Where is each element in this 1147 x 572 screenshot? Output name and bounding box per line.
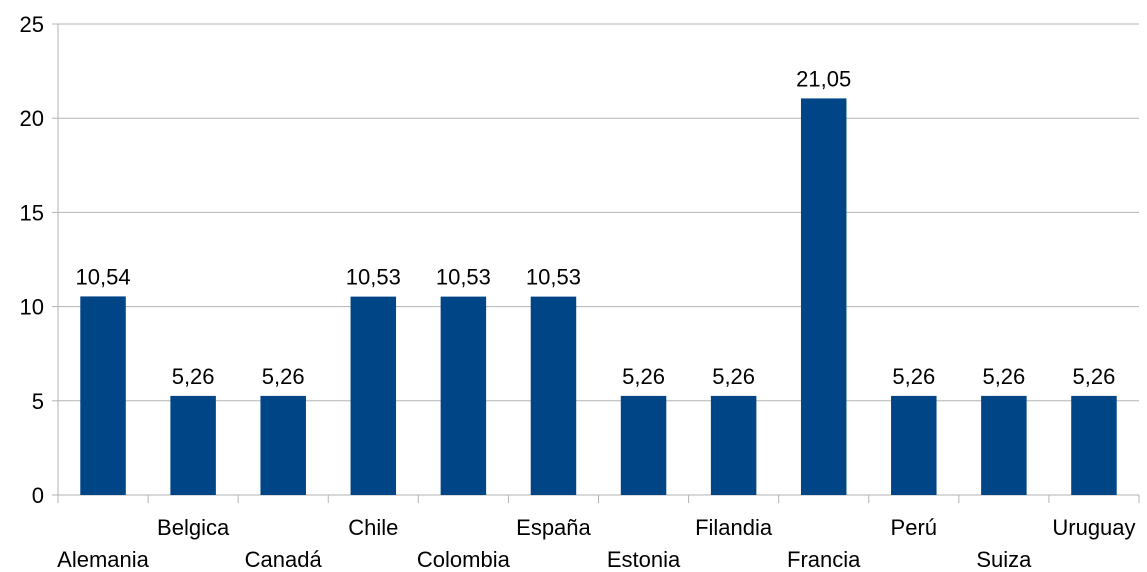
axes bbox=[52, 23, 1140, 503]
data-label: 10,53 bbox=[436, 265, 491, 290]
bar bbox=[80, 296, 126, 495]
x-category-label: Suiza bbox=[976, 547, 1032, 572]
x-axis-category-labels: Alemania Belgica Canadá Chile ColombiaEspaña… bbox=[57, 515, 1135, 572]
bar bbox=[1071, 395, 1117, 495]
x-category-label: Francia bbox=[787, 547, 861, 572]
bars bbox=[80, 98, 1117, 495]
bar bbox=[260, 395, 306, 495]
x-category-label: Estonia bbox=[607, 547, 681, 572]
y-tick-label: 20 bbox=[20, 106, 44, 131]
x-category-label: Chile bbox=[348, 515, 398, 540]
gridlines bbox=[58, 23, 1139, 402]
data-label: 10,53 bbox=[346, 265, 401, 290]
x-category-label: Alemania bbox=[57, 547, 149, 572]
y-axis-tick-labels: 0 5 10 15 20 25 bbox=[20, 12, 44, 508]
data-label: 5,26 bbox=[712, 364, 755, 389]
x-category-label: Colombia bbox=[417, 547, 511, 572]
x-category-label: Belgica bbox=[157, 515, 230, 540]
data-label: 5,26 bbox=[622, 364, 665, 389]
bar bbox=[710, 395, 757, 495]
data-label: 5,26 bbox=[892, 364, 935, 389]
bar bbox=[440, 296, 487, 495]
bar bbox=[620, 395, 667, 495]
data-labels: 10,54 5,26 5,26 10,53 10,53 10,53 5,26 5,26 21,0… bbox=[76, 66, 1116, 388]
bar bbox=[170, 395, 216, 495]
y-tick-label: 10 bbox=[20, 295, 44, 320]
bar bbox=[981, 395, 1027, 495]
bar bbox=[800, 98, 847, 495]
data-label: 21,05 bbox=[796, 66, 851, 91]
bar bbox=[350, 296, 397, 495]
data-label: 5,26 bbox=[172, 364, 215, 389]
y-tick-label: 0 bbox=[32, 483, 44, 508]
x-category-label: Perú bbox=[891, 515, 937, 540]
y-tick-label: 15 bbox=[20, 200, 44, 225]
y-tick-label: 5 bbox=[32, 389, 44, 414]
bar bbox=[891, 395, 937, 495]
data-label: 5,26 bbox=[982, 364, 1025, 389]
data-label: 10,54 bbox=[76, 264, 131, 289]
data-label: 5,26 bbox=[1073, 364, 1116, 389]
data-label: 10,53 bbox=[526, 265, 581, 290]
x-category-label: Uruguay bbox=[1052, 515, 1135, 540]
x-category-label: España bbox=[516, 515, 591, 540]
x-category-label: Filandia bbox=[695, 515, 773, 540]
x-category-label: Canadá bbox=[245, 547, 323, 572]
data-label: 5,26 bbox=[262, 364, 305, 389]
y-tick-label: 25 bbox=[20, 12, 44, 37]
bar bbox=[530, 296, 577, 495]
